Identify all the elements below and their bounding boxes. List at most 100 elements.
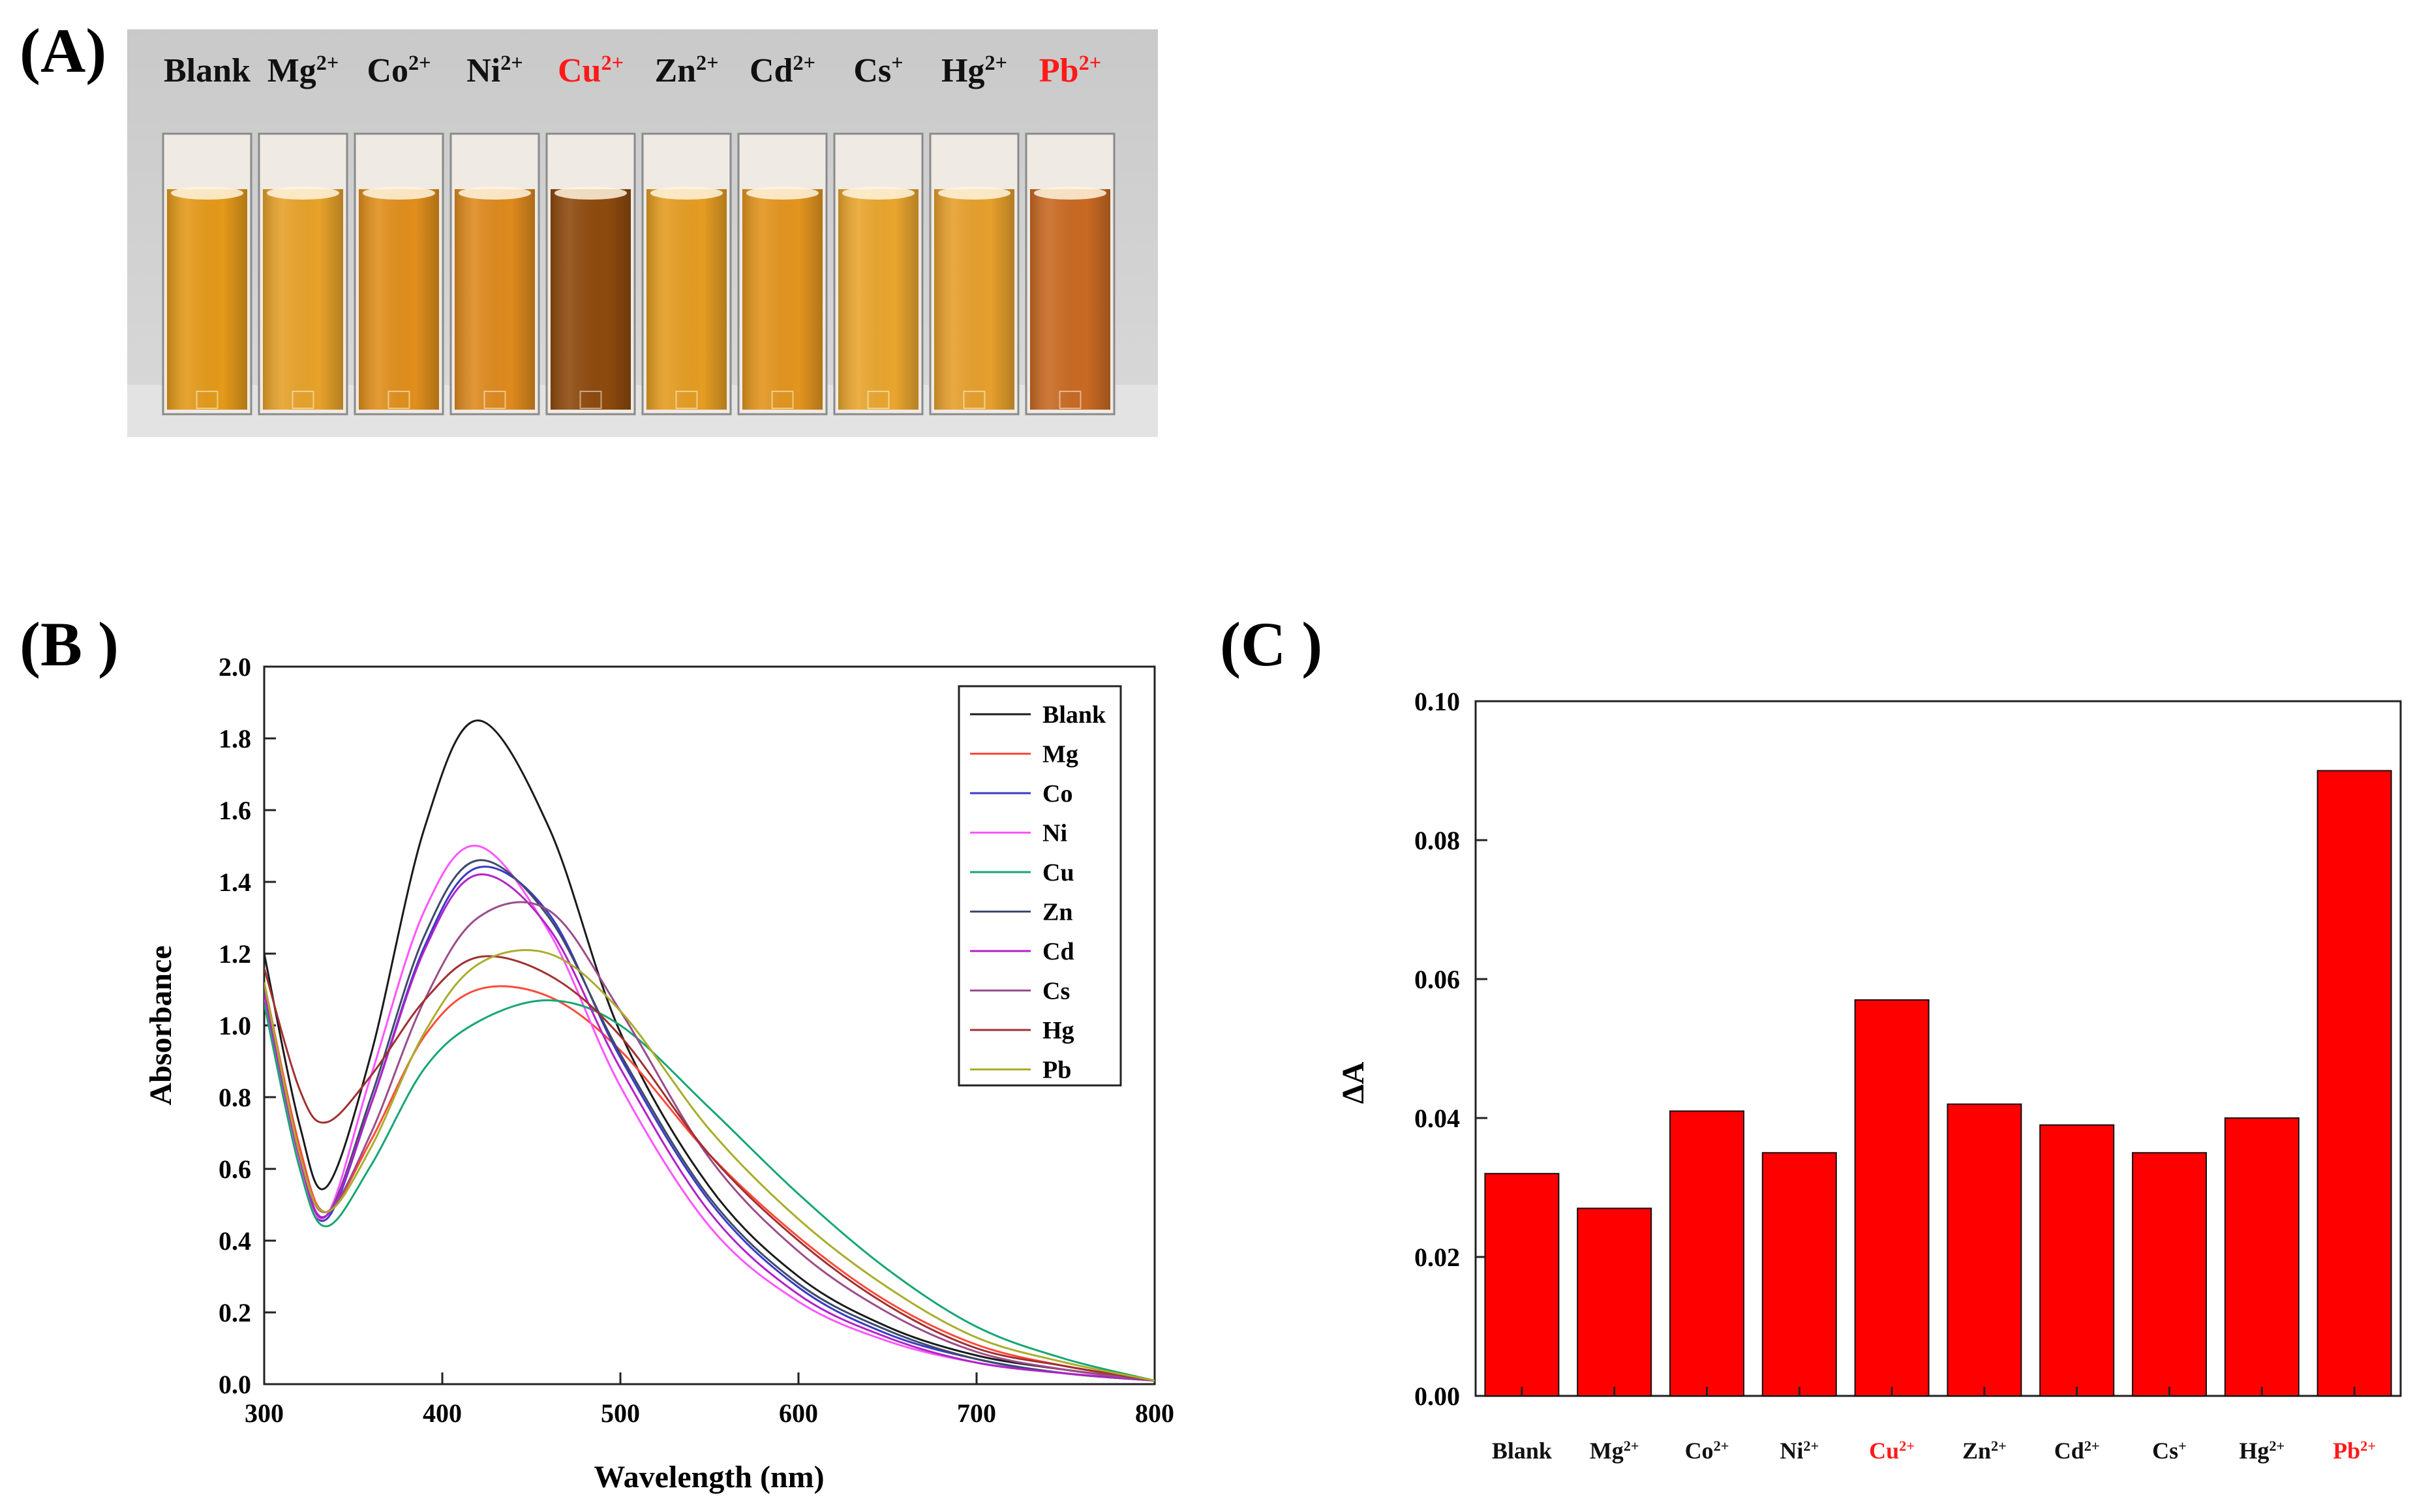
- bar-hg: [2224, 1117, 2300, 1397]
- photo-label-cs: Cs+: [853, 51, 903, 89]
- photo-label-zn: Zn2+: [654, 51, 718, 89]
- category-label-ni: Ni2+: [1780, 1438, 1819, 1464]
- plot-c-frame: [1474, 700, 2402, 1397]
- cuvette-meniscus: [267, 187, 339, 200]
- cuvette-cd: [737, 132, 828, 416]
- y-tick-label-b: 1.8: [219, 724, 251, 753]
- legend-label-cu: Cu: [1042, 859, 1074, 886]
- legend-label-blank: Blank: [1042, 701, 1106, 729]
- bar-blank: [1484, 1173, 1560, 1397]
- cuvette-meniscus: [1034, 187, 1106, 200]
- y-tick-label-b: 1.6: [219, 796, 251, 825]
- x-tick-label-b: 400: [423, 1399, 462, 1428]
- legend-b: Blank Mg Co Ni Cu Zn Cd Cs Hg Pb: [958, 685, 1122, 1087]
- plot-c-bars: [1484, 770, 2392, 1397]
- photo-label-cd: Cd2+: [750, 51, 815, 89]
- cuvette-meniscus: [650, 187, 723, 200]
- cuvette-reflection: [292, 391, 314, 409]
- cuvette-shading: [1030, 189, 1110, 410]
- photo-label-ni: Ni2+: [466, 51, 523, 89]
- bar-cd: [2039, 1124, 2115, 1397]
- legend-label-hg: Hg: [1042, 1017, 1074, 1044]
- cuvette-reflection: [1059, 391, 1082, 409]
- category-label-pb: Pb2+: [2333, 1438, 2376, 1464]
- legend-label-cs: Cs: [1042, 978, 1070, 1005]
- cuvette-co: [354, 132, 444, 416]
- category-label-zn: Zn2+: [1962, 1438, 2007, 1464]
- cuvette-shading: [742, 189, 823, 410]
- cuvette-cu: [545, 132, 636, 416]
- y-axis-title-c: ΔA: [1336, 1061, 1371, 1104]
- cuvette-reflection: [963, 391, 986, 409]
- category-label-cd: Cd2+: [2054, 1438, 2100, 1464]
- cuvette-meniscus: [938, 187, 1010, 200]
- cuvette-reflection: [387, 391, 410, 409]
- cuvettes: [162, 132, 1116, 416]
- cuvette-reflection: [771, 391, 794, 409]
- cuvette-meniscus: [554, 187, 627, 200]
- cuvette-reflection: [196, 391, 219, 409]
- legend-label-zn: Zn: [1042, 899, 1072, 926]
- cuvette-shading: [838, 189, 919, 410]
- y-tick-label-c: 0.10: [1414, 687, 1460, 716]
- delta-a-bar-chart: 0.00 0.02 0.04 0.06 0.08 0.10 Blank Mg2+ Co2+ Ni…: [1336, 687, 2402, 1464]
- series-line-cd: [264, 873, 1155, 1382]
- cuvette-shading: [646, 189, 727, 410]
- series-line-blank: [264, 719, 1155, 1382]
- x-tick-label-b: 600: [779, 1399, 818, 1428]
- legend-b-box: [958, 685, 1122, 1087]
- ion-labels: Blank Mg2+ Co2+ Ni2+ Cu2+ Zn2+ Cd2+ Cs+ Hg2+ Pb2+: [164, 51, 1101, 89]
- category-label-hg: Hg2+: [2239, 1438, 2285, 1464]
- cuvette-meniscus: [459, 187, 531, 200]
- y-tick-label-b: 2.0: [219, 652, 251, 682]
- plot-c-ticks: 0.00 0.02 0.04 0.06 0.08 0.10: [1414, 687, 1487, 1411]
- cuvette-reflection: [867, 391, 890, 409]
- cuvette-shading: [167, 189, 247, 410]
- legend-label-cd: Cd: [1042, 938, 1074, 965]
- legend-label-co: Co: [1042, 780, 1072, 808]
- photo-label-pb: Pb2+: [1039, 51, 1101, 89]
- category-label-cu: Cu2+: [1869, 1438, 1915, 1464]
- panel-c-label: (C ): [1220, 609, 1322, 679]
- bar-cs: [2132, 1152, 2207, 1397]
- x-tick-label-b: 800: [1135, 1399, 1174, 1428]
- cuvette-shading: [263, 189, 343, 410]
- photo-label-cu: Cu2+: [558, 51, 624, 89]
- y-tick-label-c: 0.02: [1414, 1243, 1460, 1272]
- x-axis-title-b: Wavelength (nm): [594, 1460, 824, 1494]
- y-tick-label-b: 1.0: [219, 1011, 251, 1040]
- y-tick-label-c: 0.08: [1414, 826, 1460, 855]
- category-label-cs: Cs+: [2152, 1438, 2187, 1464]
- bar-pb: [2316, 770, 2392, 1397]
- cuvette-reflection: [579, 391, 602, 409]
- cuvette-reflection: [675, 391, 698, 409]
- cuvette-zn: [641, 132, 732, 416]
- cuvette-meniscus: [171, 187, 243, 200]
- bar-co: [1669, 1110, 1744, 1397]
- y-tick-label-b: 1.2: [219, 939, 251, 969]
- photo-label-blank: Blank: [164, 52, 251, 89]
- x-tick-label-b: 700: [957, 1399, 996, 1428]
- cuvette-mg: [258, 132, 348, 416]
- bar-mg: [1577, 1207, 1652, 1397]
- cuvette-ni: [449, 132, 540, 416]
- y-tick-label-b: 0.2: [219, 1298, 251, 1327]
- y-tick-label-b: 0.4: [219, 1226, 251, 1256]
- series-line-pb: [264, 949, 1155, 1382]
- plot-b-ticks: 300 400 500 600 700 800 0.0 0.2 0.4 0.6 0.8 1.0 1.2 1…: [219, 652, 1174, 1428]
- cuvette-shading: [551, 189, 631, 410]
- y-tick-label-b: 0.6: [219, 1155, 251, 1184]
- cuvette-meniscus: [363, 187, 435, 200]
- y-tick-label-c: 0.04: [1414, 1104, 1460, 1133]
- cuvette-shading: [934, 189, 1014, 410]
- plot-c-category-labels: Blank Mg2+ Co2+ Ni2+ Cu2+ Zn2+ Cd2+ Cs+ Hg2+ Pb2+: [1492, 1387, 2376, 1464]
- y-tick-label-b: 0.0: [219, 1370, 251, 1399]
- cuvette-shading: [359, 189, 439, 410]
- bar-ni: [1761, 1152, 1837, 1397]
- category-label-mg: Mg2+: [1590, 1438, 1639, 1464]
- y-axis-title-b: Absorbance: [144, 945, 178, 1105]
- cuvette-photo: Blank Mg2+ Co2+ Ni2+ Cu2+ Zn2+ Cd2+ Cs+ Hg2+ Pb2+: [127, 29, 1158, 437]
- cuvette-pb: [1025, 132, 1116, 416]
- series-line-co: [264, 866, 1155, 1382]
